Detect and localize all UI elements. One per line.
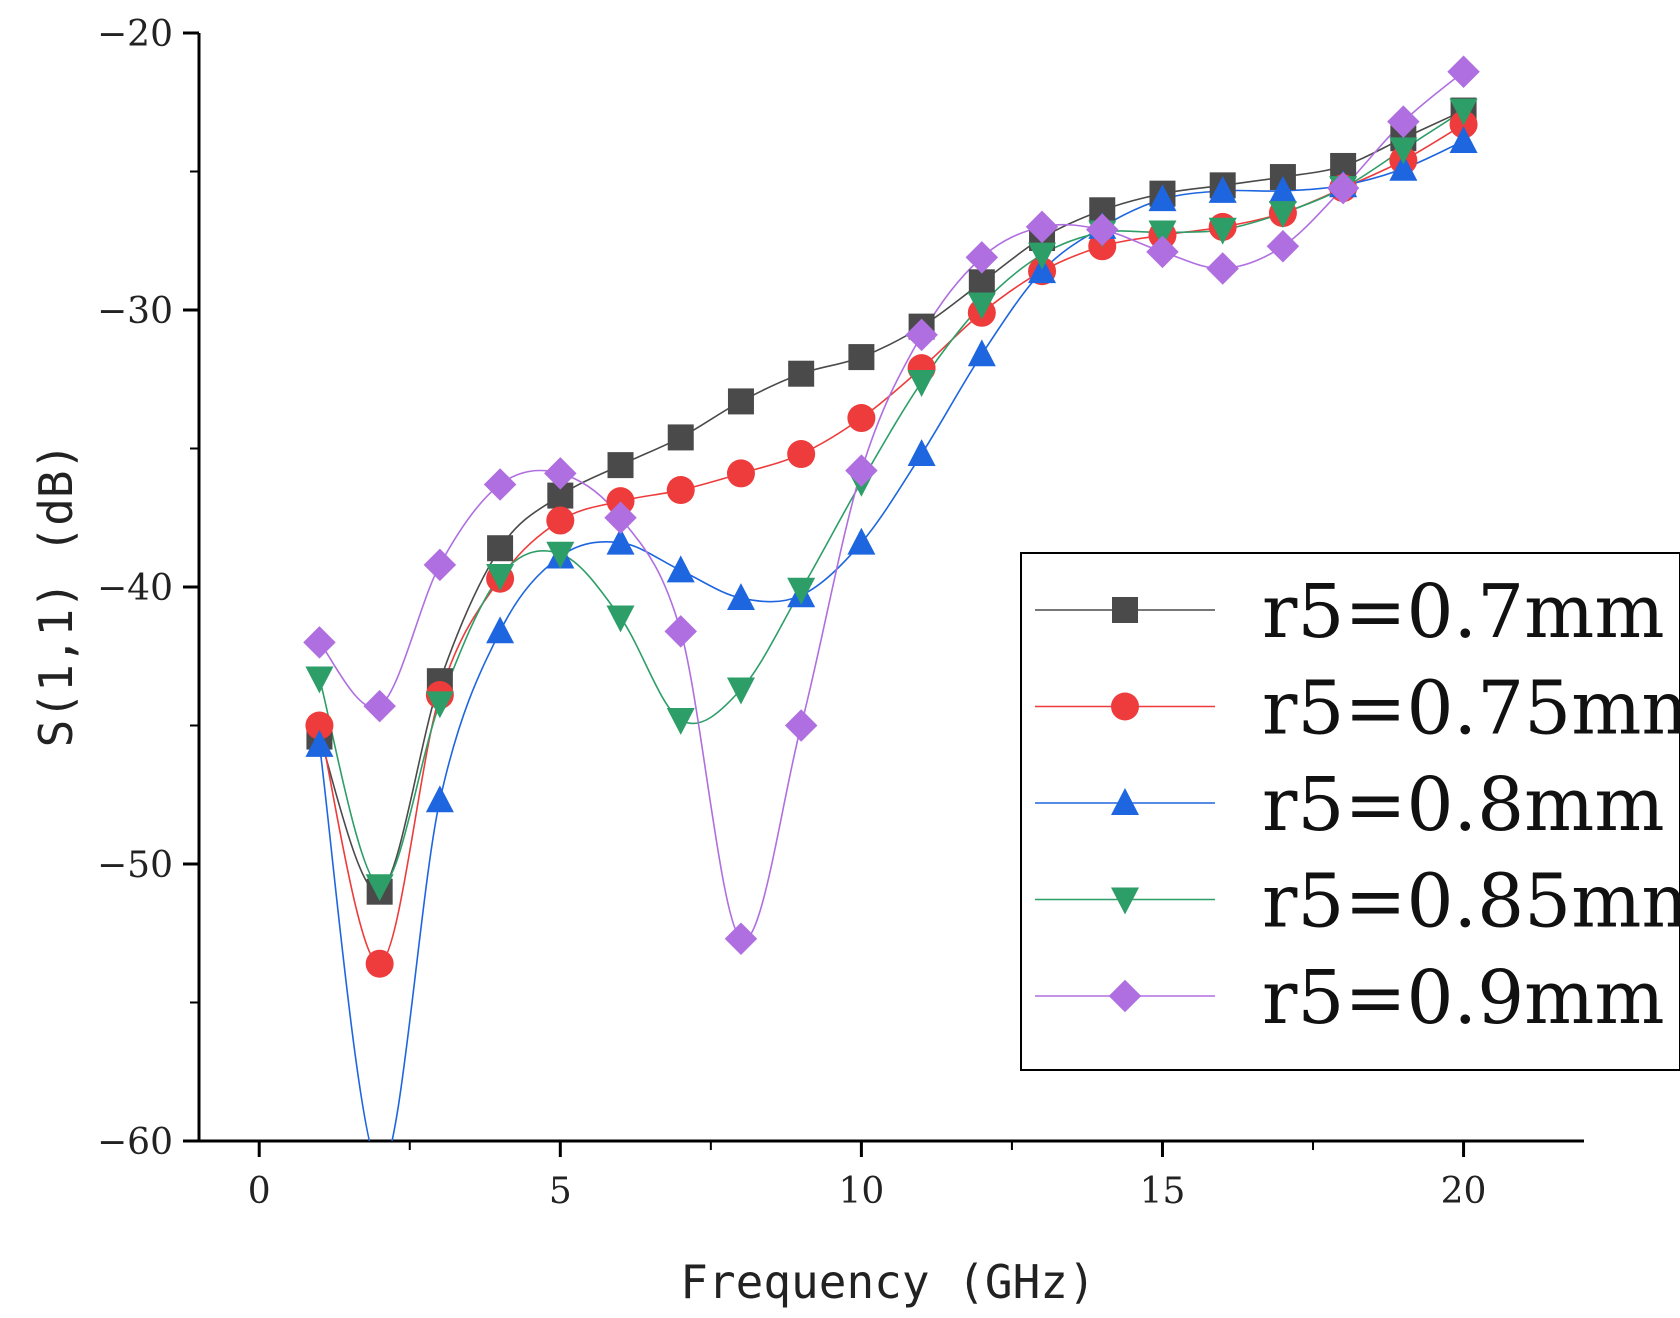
legend-label: r5=0.8mm: [1262, 762, 1664, 848]
marker-r5-0-8mm: [1148, 184, 1177, 212]
axes: 0 5 10 15 20 −60 −50 −40 −30 −20: [97, 14, 1584, 1212]
marker-r5-0-85mm: [606, 605, 635, 633]
series-line-r5-0-7mm: [318, 109, 1464, 893]
marker-r5-0-8mm: [1389, 153, 1418, 181]
y-tick-label: −50: [97, 845, 173, 886]
marker-r5-0-9mm: [905, 318, 938, 352]
marker-r5-0-7mm: [788, 360, 815, 387]
marker-r5-0-9mm: [965, 241, 999, 274]
marker-r5-0-9mm: [1266, 230, 1300, 263]
marker-r5-0-7mm: [667, 424, 694, 451]
y-tick-label: −20: [97, 14, 173, 55]
marker-r5-0-9mm: [1326, 171, 1360, 205]
marker-r5-0-85mm: [486, 563, 515, 591]
marker-r5-0-9mm: [303, 626, 336, 659]
marker-r5-0-9mm: [1206, 252, 1239, 285]
marker-r5-0-7mm: [607, 452, 634, 479]
marker-r5-0-7mm: [487, 535, 514, 562]
marker-r5-0-9mm: [845, 454, 878, 487]
marker-r5-0-85mm: [1449, 98, 1478, 126]
marker-r5-0-7mm: [968, 269, 995, 296]
marker-r5-0-75mm: [847, 404, 876, 433]
marker-r5-0-8mm: [366, 1154, 394, 1181]
marker-r5-0-85mm: [1268, 201, 1297, 228]
legend-marker-r5-0-75mm: [1111, 692, 1139, 721]
marker-r5-0-85mm: [967, 292, 996, 320]
marker-r5-0-8mm: [1208, 175, 1237, 203]
marker-r5-0-8mm: [1028, 256, 1057, 284]
markers-layer: [303, 55, 1480, 1181]
marker-r5-0-9mm: [724, 922, 758, 956]
marker-r5-0-85mm: [1389, 137, 1418, 165]
marker-r5-0-7mm: [848, 344, 875, 371]
marker-r5-0-85mm: [1028, 242, 1057, 270]
x-tick-label: 20: [1441, 1171, 1487, 1212]
marker-r5-0-85mm: [1208, 217, 1237, 245]
x-axis-title: Frequency (GHz): [680, 1255, 1095, 1309]
marker-r5-0-85mm: [787, 577, 816, 605]
y-tick-label: −40: [97, 568, 173, 609]
marker-r5-0-8mm: [907, 439, 936, 466]
marker-r5-0-9mm: [1447, 55, 1480, 89]
marker-r5-0-9mm: [664, 615, 697, 648]
marker-r5-0-9mm: [483, 468, 517, 501]
x-tick-label: 15: [1140, 1171, 1186, 1212]
marker-r5-0-75mm: [546, 506, 575, 535]
marker-r5-0-8mm: [425, 785, 454, 813]
marker-r5-0-8mm: [606, 527, 635, 555]
marker-r5-0-8mm: [305, 729, 334, 757]
marker-r5-0-9mm: [784, 709, 818, 742]
marker-r5-0-85mm: [425, 691, 454, 719]
marker-r5-0-7mm: [727, 388, 754, 415]
marker-r5-0-9mm: [1086, 213, 1119, 246]
marker-r5-0-85mm: [365, 874, 394, 902]
marker-r5-0-8mm: [486, 616, 515, 644]
y-tick-label: −60: [97, 1122, 173, 1163]
legend-marker-r5-0-9mm: [1108, 979, 1142, 1013]
x-tick-label: 0: [248, 1171, 271, 1212]
marker-r5-0-75mm: [666, 476, 695, 505]
marker-r5-0-75mm: [305, 711, 334, 740]
marker-r5-0-85mm: [546, 541, 575, 569]
marker-r5-0-8mm: [1449, 126, 1478, 153]
legend-marker-r5-0-85mm: [1111, 887, 1139, 915]
legend: r5=0.7mm r5=0.75mm r5=0.8mm r5=0.85mm r5=0.9…: [1020, 552, 1680, 1071]
marker-r5-0-75mm: [365, 949, 394, 978]
marker-r5-0-9mm: [1387, 105, 1420, 138]
x-tick-label: 10: [838, 1171, 884, 1212]
series-line-r5-0-85mm: [318, 109, 1465, 887]
legend-label: r5=0.85mm: [1262, 859, 1680, 945]
marker-r5-0-85mm: [1148, 220, 1177, 248]
marker-r5-0-75mm: [726, 459, 755, 488]
marker-r5-0-85mm: [726, 677, 755, 705]
y-tick-label: −30: [97, 291, 173, 332]
marker-r5-0-9mm: [1146, 235, 1179, 269]
marker-r5-0-9mm: [363, 689, 396, 723]
marker-r5-0-85mm: [305, 666, 334, 694]
marker-r5-0-75mm: [606, 487, 635, 516]
x-tick-label: 5: [549, 1171, 572, 1212]
legend-marker-r5-0-7mm: [1112, 597, 1138, 623]
marker-r5-0-9mm: [1025, 210, 1059, 244]
marker-r5-0-8mm: [726, 583, 755, 611]
marker-r5-0-9mm: [604, 501, 637, 534]
legend-label: r5=0.75mm: [1262, 666, 1680, 752]
marker-r5-0-8mm: [1268, 175, 1297, 203]
marker-r5-0-8mm: [666, 555, 695, 583]
y-axis-title: S(1,1) (dB): [29, 443, 83, 748]
marker-r5-0-8mm: [967, 339, 996, 367]
marker-r5-0-75mm: [787, 440, 816, 469]
marker-r5-0-85mm: [907, 370, 936, 397]
marker-r5-0-85mm: [666, 708, 695, 735]
legend-label: r5=0.7mm: [1262, 569, 1664, 655]
series-layer: [318, 71, 1465, 1141]
marker-r5-0-8mm: [847, 527, 876, 555]
marker-r5-0-9mm: [544, 457, 577, 490]
legend-marker-r5-0-8mm: [1111, 788, 1139, 815]
legend-label: r5=0.9mm: [1262, 955, 1664, 1041]
marker-r5-0-9mm: [423, 548, 457, 582]
